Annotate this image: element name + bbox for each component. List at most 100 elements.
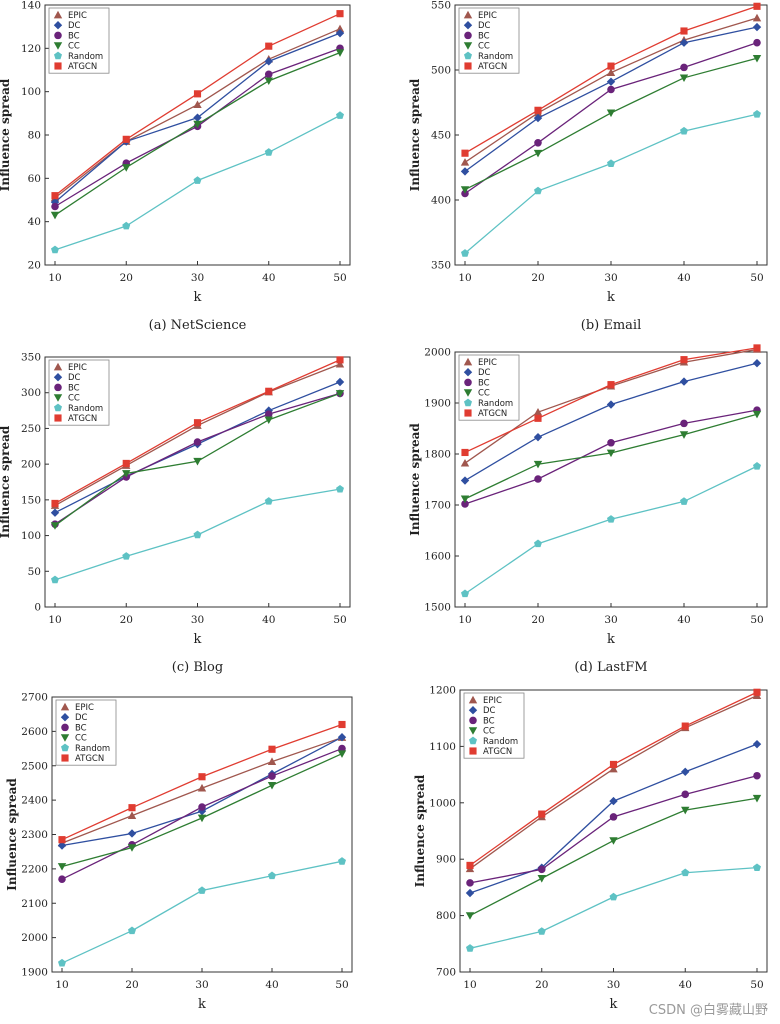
data-point-cc (50, 211, 60, 220)
y-tick-label: 1200 (429, 685, 456, 697)
data-point-atgcn (534, 106, 542, 114)
data-point-cc (533, 460, 543, 469)
y-tick-label: 1500 (424, 602, 451, 614)
data-point-atgcn (338, 720, 346, 729)
data-point-cc (752, 54, 762, 63)
data-point-dc (50, 508, 60, 517)
chart-panel-1: 20 40 60 80 100 120 140 10 20 30 40 50 k Influence sp… (0, 0, 351, 333)
data-point-random (753, 110, 761, 118)
data-point-bc (264, 70, 273, 79)
legend-label-cc: CC (478, 389, 490, 399)
legend-marker-random (61, 743, 69, 752)
y-tick-label: 150 (21, 494, 41, 506)
x-tick-label: 50 (335, 979, 348, 991)
x-tick-label: 50 (750, 272, 763, 284)
y-tick-label: 2700 (21, 692, 48, 704)
legend-label-random: Random (75, 744, 110, 754)
data-point-dc (460, 167, 470, 176)
x-tick-label: 40 (677, 272, 690, 284)
y-axis-label: Influence spread (5, 778, 19, 891)
data-point-cc (460, 495, 470, 504)
data-point-random (193, 176, 202, 184)
y-tick-label: 2000 (424, 347, 451, 359)
legend-marker-dc (463, 21, 473, 30)
data-point-random (198, 886, 206, 894)
data-point-cc (606, 449, 616, 458)
data-point-random (537, 927, 546, 935)
data-point-atgcn (461, 448, 469, 457)
y-tick-label: 20 (28, 260, 41, 272)
legend-label-cc: CC (478, 42, 490, 52)
y-tick-label: 0 (34, 602, 41, 614)
chart-panel-4: 1500 1600 1700 1800 1900 2000 10 20 30 40 50 k Influ… (408, 344, 768, 675)
x-tick-label: 30 (195, 979, 208, 991)
legend-marker-epic (53, 362, 63, 371)
legend-label-random: Random (478, 52, 513, 62)
data-point-random (336, 111, 344, 119)
data-point-random (461, 249, 469, 257)
legend-label-atgcn: ATGCN (75, 754, 104, 764)
data-point-epic (533, 407, 543, 416)
legend-marker-epic (60, 702, 70, 711)
legend-box (48, 7, 110, 74)
data-point-cc (193, 457, 202, 466)
data-point-cc (679, 431, 689, 439)
x-tick-label: 40 (262, 614, 275, 626)
legend-label-dc: DC (478, 21, 491, 31)
x-tick-label: 20 (535, 979, 548, 991)
data-point-cc (337, 750, 347, 758)
data-point-atgcn (51, 499, 59, 507)
data-point-dc (337, 733, 347, 742)
x-axis-label: k (610, 997, 618, 1012)
data-point-cc (460, 186, 470, 194)
series-line-random (464, 113, 758, 254)
legend-marker-atgcn (54, 414, 62, 422)
data-point-epic (460, 458, 470, 467)
legend-marker-bc (54, 31, 62, 40)
legend-marker-bc (469, 716, 477, 725)
data-point-random (51, 245, 59, 254)
y-axis-label: Influence spread (408, 423, 422, 536)
legend-marker-atgcn (61, 754, 69, 762)
chart-caption: (c) Blog (172, 660, 223, 675)
y-tick-label: 1900 (424, 398, 451, 410)
data-point-epic (752, 13, 762, 22)
legend-marker-epic (463, 10, 473, 19)
legend-marker-epic (468, 695, 478, 704)
y-tick-label: 500 (431, 65, 451, 77)
x-axis-label: k (194, 632, 202, 647)
data-point-dc (533, 432, 543, 442)
data-point-random (122, 221, 131, 230)
data-point-bc (753, 771, 761, 780)
x-tick-label: 30 (604, 614, 617, 626)
chart-panel-2: 350 400 450 500 550 10 20 30 40 50 k Influence spre… (408, 0, 768, 333)
legend-label-cc: CC (68, 42, 80, 52)
series-line-random (464, 465, 758, 595)
data-point-bc (268, 772, 276, 780)
data-point-bc (534, 139, 542, 147)
data-point-atgcn (538, 810, 546, 818)
data-point-cc (537, 875, 546, 883)
data-point-atgcn (607, 62, 615, 70)
y-tick-label: 80 (28, 130, 41, 142)
data-point-atgcn (461, 149, 469, 157)
x-tick-label: 20 (531, 272, 544, 284)
data-point-epic (460, 158, 470, 166)
data-point-random (193, 530, 202, 539)
legend-marker-dc (463, 368, 473, 377)
data-point-bc (680, 63, 688, 72)
y-tick-label: 1800 (424, 449, 451, 461)
legend-box (458, 354, 520, 421)
y-tick-label: 350 (431, 260, 451, 272)
x-tick-label: 30 (604, 272, 617, 284)
legend-label-dc: DC (478, 368, 491, 378)
data-point-dc (752, 22, 762, 32)
chart-panel-3: 0 50 100 150 200 250 300 350 10 20 30 40 50 k Influenc… (0, 352, 351, 675)
data-point-epic (197, 783, 207, 792)
legend-marker-atgcn (464, 409, 472, 417)
data-point-random (128, 926, 136, 935)
y-tick-label: 450 (431, 130, 451, 142)
data-point-dc (127, 829, 137, 838)
data-point-dc (57, 841, 67, 850)
data-point-random (680, 126, 688, 135)
